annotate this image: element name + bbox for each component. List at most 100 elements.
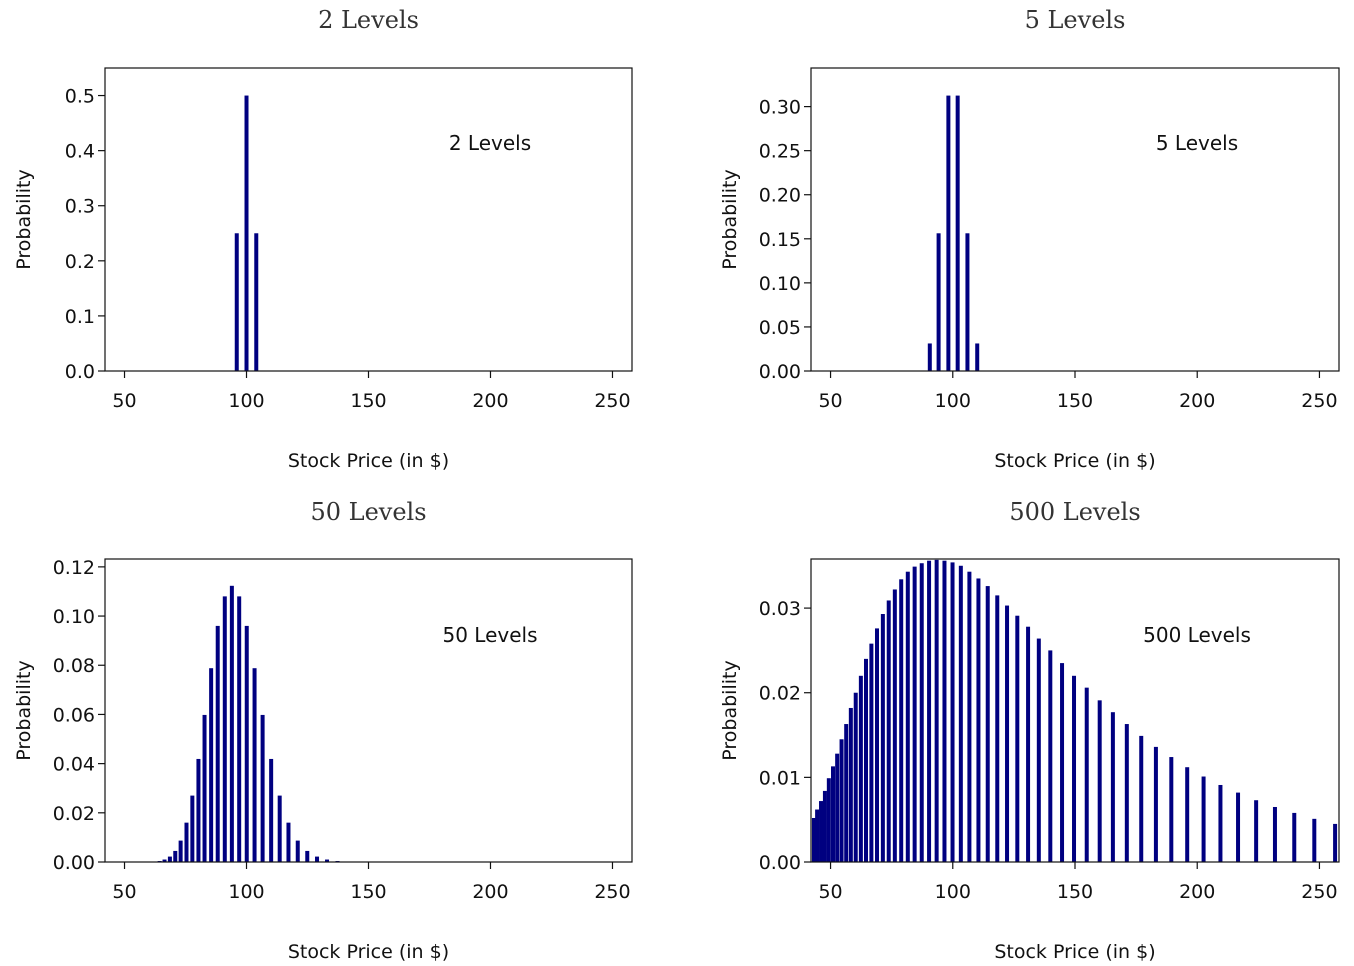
bar xyxy=(1015,615,1020,862)
bar xyxy=(1048,650,1053,862)
bar xyxy=(864,658,868,862)
bar xyxy=(286,822,291,862)
y-tick-label: 0.00 xyxy=(53,852,95,874)
plot-annotation: 5 Levels xyxy=(1156,131,1238,155)
bar xyxy=(1072,675,1077,862)
y-tick-label: 0.4 xyxy=(65,141,95,163)
x-axis-label: Stock Price (in $) xyxy=(288,450,449,472)
plot-annotation: 500 Levels xyxy=(1143,623,1251,647)
y-tick-label: 0.15 xyxy=(759,229,801,251)
x-tick-label: 50 xyxy=(818,390,842,412)
bar xyxy=(880,614,885,862)
bar xyxy=(167,856,172,862)
bar xyxy=(202,714,207,862)
y-tick-label: 0.02 xyxy=(759,683,801,705)
bar xyxy=(892,589,897,862)
plot-frame xyxy=(810,67,1340,372)
bar xyxy=(178,840,183,862)
bar xyxy=(269,758,274,862)
x-tick-label: 200 xyxy=(472,390,508,412)
bar xyxy=(295,840,300,862)
bar xyxy=(975,343,980,371)
bar xyxy=(325,859,330,862)
x-tick-label: 50 xyxy=(112,390,136,412)
bar xyxy=(946,95,951,371)
bar xyxy=(1110,712,1115,862)
bar xyxy=(244,625,249,862)
bar xyxy=(162,859,167,862)
bar xyxy=(1236,792,1241,862)
bar xyxy=(190,795,195,862)
y-tick-label: 0.02 xyxy=(53,803,95,825)
y-tick-label: 0.10 xyxy=(53,606,95,628)
plot-frame xyxy=(104,67,633,372)
bar xyxy=(260,714,265,862)
x-tick-label: 50 xyxy=(818,881,842,903)
x-tick-label: 150 xyxy=(350,881,386,903)
bar-series xyxy=(152,585,351,862)
bar xyxy=(254,233,259,371)
chart-panel-2: 5 Levels 0.00 0.05 0.10 0.15 0.20 0.25 0.30 50 10… xyxy=(719,6,1340,472)
bar xyxy=(899,579,904,862)
bar xyxy=(853,692,858,862)
bar xyxy=(1036,638,1041,862)
x-tick-label: 50 xyxy=(112,881,136,903)
bar xyxy=(869,643,874,862)
bar xyxy=(1333,823,1338,862)
bar xyxy=(826,778,831,862)
bar xyxy=(976,578,981,862)
y-axis-label: Probability xyxy=(13,660,35,760)
chart-title: 5 Levels xyxy=(1025,6,1126,34)
bar xyxy=(1201,776,1206,862)
bar xyxy=(844,724,849,862)
bar xyxy=(229,585,234,862)
bar xyxy=(305,850,310,862)
chart-panel-4: 500 Levels 0.00 0.01 0.02 0.03 50 100 150 200 250… xyxy=(719,498,1340,963)
chart-title: 2 Levels xyxy=(318,6,419,34)
bar-series xyxy=(234,95,259,371)
y-tick-label: 0.12 xyxy=(53,557,95,579)
x-tick-label: 250 xyxy=(594,881,630,903)
x-tick-label: 200 xyxy=(472,881,508,903)
bar xyxy=(831,766,835,862)
bar xyxy=(819,801,824,862)
bar xyxy=(237,596,242,862)
y-tick-label: 0.5 xyxy=(65,86,95,108)
bar-series xyxy=(927,95,980,371)
bar xyxy=(942,560,947,862)
y-tick-label: 0.1 xyxy=(65,306,95,328)
bar xyxy=(919,563,924,862)
y-tick-label: 0.10 xyxy=(759,273,801,295)
bar xyxy=(244,95,249,371)
bar xyxy=(1139,735,1144,862)
bar xyxy=(196,758,201,862)
y-tick-label: 0.05 xyxy=(759,317,801,339)
bar xyxy=(1124,724,1129,862)
bar xyxy=(1084,687,1089,862)
x-axis-label: Stock Price (in $) xyxy=(288,941,449,963)
bar xyxy=(995,595,1000,862)
bar xyxy=(905,571,910,862)
bar xyxy=(184,822,189,862)
plot-annotation: 2 Levels xyxy=(449,131,531,155)
y-tick-label: 0.01 xyxy=(759,767,801,789)
x-tick-label: 250 xyxy=(1301,881,1337,903)
bar xyxy=(934,559,939,862)
x-tick-label: 150 xyxy=(350,390,386,412)
bar xyxy=(958,565,963,862)
bar xyxy=(985,586,990,862)
bar xyxy=(835,753,840,862)
bar xyxy=(858,675,863,862)
x-tick-label: 200 xyxy=(1179,390,1215,412)
y-tick-label: 0.20 xyxy=(759,185,801,207)
y-tick-label: 0.00 xyxy=(759,852,801,874)
bar xyxy=(209,668,214,862)
bar xyxy=(222,596,227,862)
x-tick-label: 250 xyxy=(594,390,630,412)
y-axis-label: Probability xyxy=(719,660,741,760)
plot-frame xyxy=(104,558,633,863)
plot-annotation: 50 Levels xyxy=(442,623,537,647)
chart-title: 50 Levels xyxy=(310,498,426,526)
bar xyxy=(848,707,853,862)
